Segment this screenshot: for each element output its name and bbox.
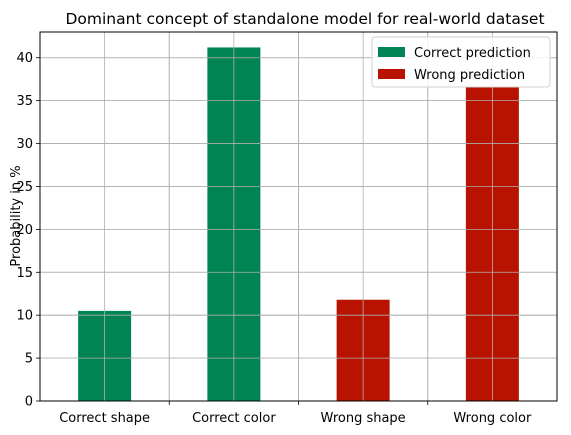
legend-label: Wrong prediction [414, 68, 525, 83]
y-tick-label: 25 [16, 180, 33, 195]
y-tick-label: 20 [16, 223, 33, 238]
y-tick-label: 5 [25, 352, 33, 367]
x-tick-label: Correct color [192, 411, 276, 426]
legend-label: Correct prediction [414, 46, 531, 61]
y-tick-label: 40 [16, 51, 33, 66]
y-tick-label: 35 [16, 94, 33, 109]
y-tick-label: 10 [16, 309, 33, 324]
chart-title: Dominant concept of standalone model for… [65, 10, 544, 28]
legend-swatch [378, 69, 405, 79]
y-tick-label: 0 [25, 395, 33, 410]
x-tick-label: Wrong shape [321, 411, 406, 426]
y-axis-ticks: 0 5 10 15 20 25 30 35 40 [16, 51, 40, 410]
x-axis-ticks: Correct shape Correct color Wrong shape Wro… [59, 401, 532, 426]
legend-frame [371, 36, 551, 88]
x-tick-label: Correct shape [59, 411, 150, 426]
legend: Correct prediction Wrong prediction [371, 36, 551, 88]
legend-swatch [378, 47, 405, 57]
x-tick-label: Wrong color [453, 411, 532, 426]
y-axis-label: Probability in % [9, 165, 24, 266]
y-tick-label: 30 [16, 137, 33, 152]
y-tick-label: 15 [16, 266, 33, 281]
